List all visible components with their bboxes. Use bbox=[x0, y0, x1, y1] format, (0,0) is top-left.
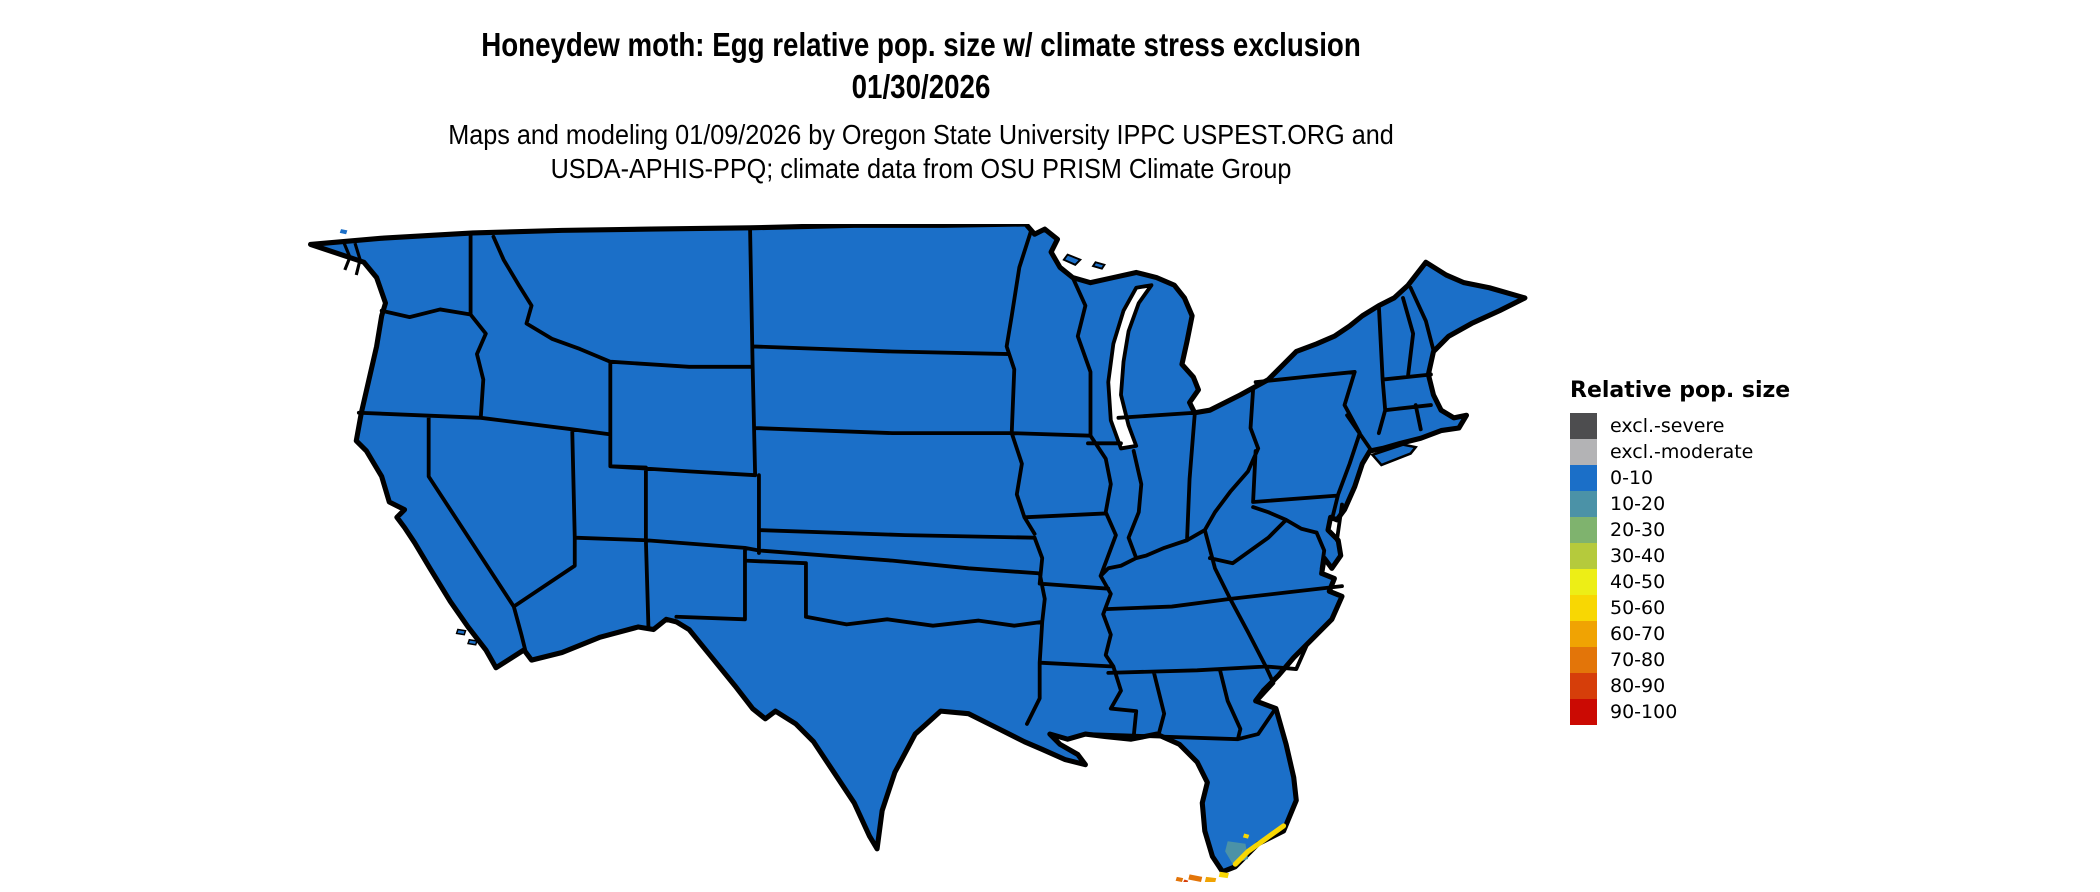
long-island bbox=[1370, 443, 1418, 467]
legend-label: 50-60 bbox=[1610, 597, 1666, 619]
legend-swatch bbox=[1570, 673, 1597, 699]
us-map-svg bbox=[308, 224, 1528, 882]
title-line-1: Honeydew moth: Egg relative pop. size w/… bbox=[481, 26, 1361, 63]
puget-sound bbox=[342, 241, 362, 276]
legend-item-20-30: 20-30 bbox=[1570, 517, 1790, 543]
figure-subtitle: Maps and modeling 01/09/2026 by Oregon S… bbox=[320, 118, 1522, 186]
legend-swatch bbox=[1570, 569, 1597, 595]
legend-item-0-10: 0-10 bbox=[1570, 465, 1790, 491]
legend-swatch bbox=[1570, 465, 1597, 491]
hotspot-keys-red bbox=[1183, 879, 1189, 882]
legend-item-30-40: 30-40 bbox=[1570, 543, 1790, 569]
legend-swatch bbox=[1570, 439, 1597, 465]
legend-item-excl-severe: excl.-severe bbox=[1570, 413, 1790, 439]
legend-label: 90-100 bbox=[1610, 701, 1678, 723]
channel-islands bbox=[455, 628, 478, 646]
isle-royale-islands bbox=[1062, 253, 1106, 270]
legend-label: 20-30 bbox=[1610, 519, 1666, 541]
hotspot-florida-coast-yellow bbox=[1232, 823, 1287, 867]
us-land-outline bbox=[308, 224, 1528, 875]
hotspot-keys-amber bbox=[1204, 876, 1217, 882]
legend-swatch bbox=[1570, 413, 1597, 439]
subtitle-line-2: USDA-APHIS-PPQ; climate data from OSU PR… bbox=[550, 153, 1292, 184]
legend-item-60-70: 60-70 bbox=[1570, 621, 1790, 647]
legend-title: Relative pop. size bbox=[1570, 378, 1791, 403]
legend-label: 30-40 bbox=[1610, 545, 1666, 567]
lake-michigan bbox=[1106, 283, 1154, 451]
legend: Relative pop. size excl.-severe excl.-mo… bbox=[1570, 378, 1790, 725]
legend-swatch bbox=[1570, 517, 1597, 543]
subtitle-line-1: Maps and modeling 01/09/2026 by Oregon S… bbox=[448, 119, 1394, 150]
legend-item-90-100: 90-100 bbox=[1570, 699, 1790, 725]
legend-label: 10-20 bbox=[1610, 493, 1666, 515]
legend-swatch bbox=[1570, 543, 1597, 569]
title-line-2: 01/30/2026 bbox=[851, 68, 991, 105]
legend-label: 40-50 bbox=[1610, 571, 1666, 593]
us-choropleth-map bbox=[308, 224, 1530, 882]
legend-item-50-60: 50-60 bbox=[1570, 595, 1790, 621]
legend-item-excl-moderate: excl.-moderate bbox=[1570, 439, 1790, 465]
legend-label: excl.-severe bbox=[1610, 415, 1725, 437]
hotspot-keys-yellow bbox=[1218, 833, 1250, 879]
legend-item-10-20: 10-20 bbox=[1570, 491, 1790, 517]
legend-item-40-50: 40-50 bbox=[1570, 569, 1790, 595]
legend-label: 80-90 bbox=[1610, 675, 1666, 697]
legend-swatch bbox=[1570, 699, 1597, 725]
legend-label: 0-10 bbox=[1610, 467, 1654, 489]
legend-swatch bbox=[1570, 491, 1597, 517]
state-borders bbox=[356, 225, 1436, 742]
san-juan-island bbox=[339, 229, 348, 235]
legend-item-70-80: 70-80 bbox=[1570, 647, 1790, 673]
legend-swatch bbox=[1570, 647, 1597, 673]
legend-swatch bbox=[1570, 621, 1597, 647]
legend-item-80-90: 80-90 bbox=[1570, 673, 1790, 699]
legend-label: 60-70 bbox=[1610, 623, 1666, 645]
figure-title: Honeydew moth: Egg relative pop. size w/… bbox=[320, 24, 1522, 108]
legend-label: 70-80 bbox=[1610, 649, 1666, 671]
legend-label: excl.-moderate bbox=[1610, 441, 1754, 463]
hotspot-keys-orange bbox=[1175, 874, 1203, 882]
legend-swatch bbox=[1570, 595, 1597, 621]
